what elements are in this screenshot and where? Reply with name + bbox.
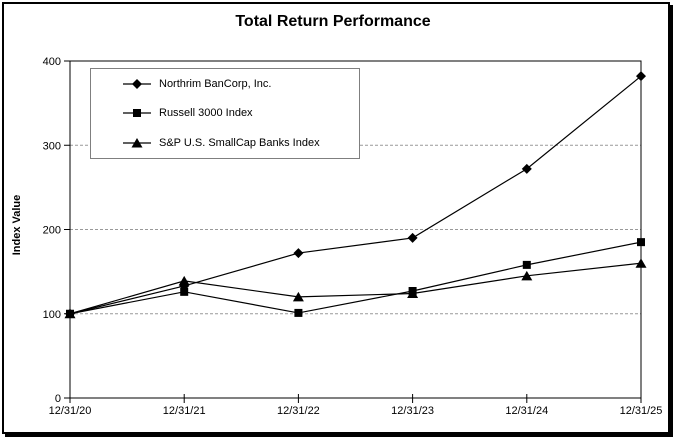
series-line xyxy=(69,262,642,315)
x-tick-label: 12/31/21 xyxy=(163,405,206,417)
y-tick-label: 400 xyxy=(43,56,61,68)
legend-label: Russell 3000 Index xyxy=(159,107,253,120)
square-marker-icon xyxy=(637,238,645,247)
triangle-marker-icon xyxy=(635,258,647,268)
chart-title: Total Return Performance xyxy=(235,13,431,30)
legend-box: Northrim BanCorp, Inc. Russell 3000 Inde… xyxy=(90,68,360,159)
triangle-marker-icon xyxy=(64,308,76,319)
square-marker-icon xyxy=(123,109,151,118)
triangle-marker-icon xyxy=(178,275,190,286)
y-tick-label: 0 xyxy=(55,393,61,405)
diamond-marker-icon xyxy=(521,163,532,174)
x-tick-label: 12/31/24 xyxy=(505,405,548,417)
square-marker-icon xyxy=(294,308,303,317)
series-line xyxy=(69,241,642,315)
triangle-marker-icon xyxy=(407,288,419,299)
x-tick-label: 12/31/22 xyxy=(277,405,320,417)
x-tick-label: 12/31/25 xyxy=(620,405,663,417)
legend-item-russell: Russell 3000 Index xyxy=(123,107,359,119)
square-marker-icon xyxy=(522,260,531,269)
triangle-marker-icon xyxy=(123,138,151,148)
diamond-marker-icon xyxy=(636,71,646,82)
x-tick-label: 12/31/23 xyxy=(391,405,434,417)
series-line xyxy=(69,75,642,315)
legend-item-northrim: Northrim BanCorp, Inc. xyxy=(123,78,359,90)
legend-item-sp-smallcap: S&P U.S. SmallCap Banks Index xyxy=(123,137,359,149)
diamond-marker-icon xyxy=(293,248,304,259)
diamond-marker-icon xyxy=(123,78,151,89)
diamond-marker-icon xyxy=(407,232,418,243)
triangle-marker-icon xyxy=(292,291,304,302)
y-tick-label: 300 xyxy=(43,140,61,152)
y-tick-label: 100 xyxy=(43,309,61,321)
triangle-marker-icon xyxy=(521,270,533,281)
y-tick-label: 200 xyxy=(43,225,61,237)
legend-label: Northrim BanCorp, Inc. xyxy=(159,77,272,90)
legend-label: S&P U.S. SmallCap Banks Index xyxy=(159,137,320,150)
x-tick-label: 12/31/20 xyxy=(49,405,92,417)
square-marker-icon xyxy=(180,287,189,296)
